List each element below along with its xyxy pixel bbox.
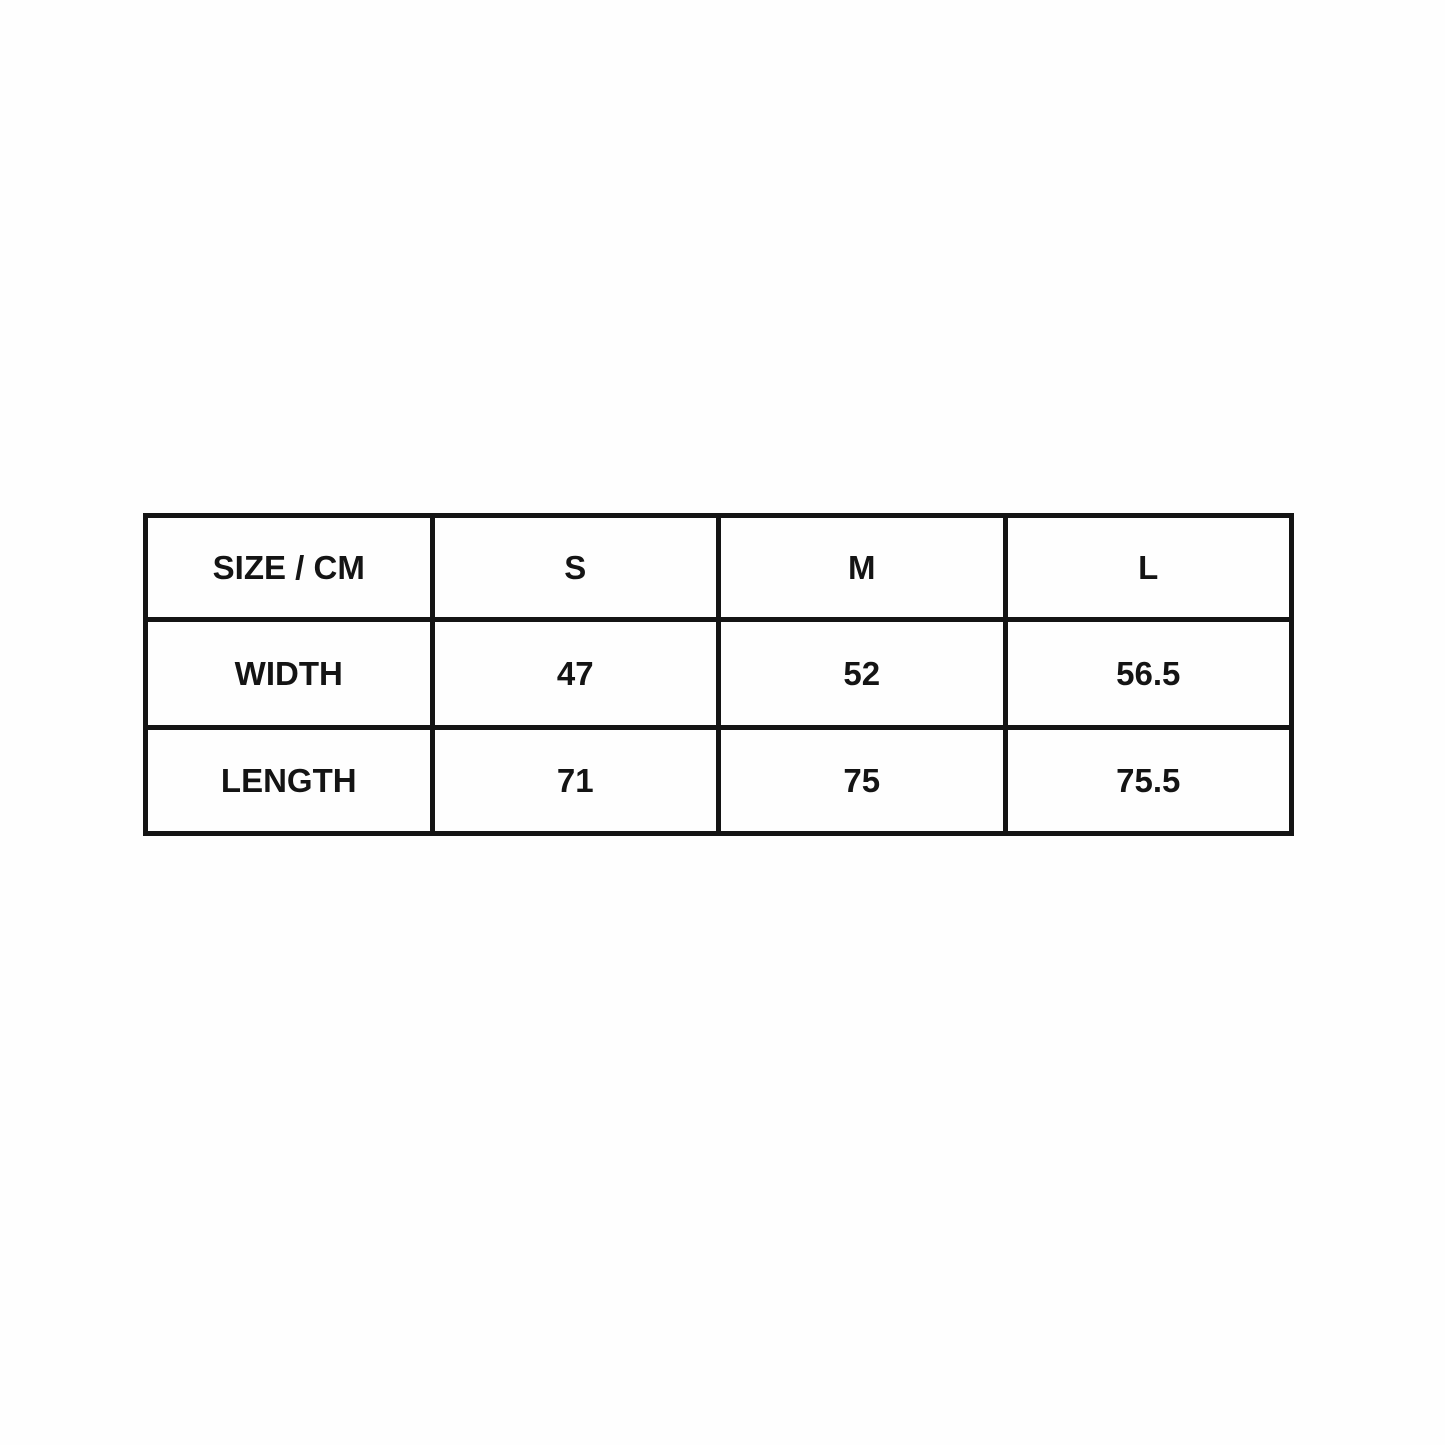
- table-header-row: SIZE / CM S M L: [143, 513, 1294, 622]
- table-cell: 56.5: [1002, 617, 1294, 730]
- table-cell: 71: [429, 725, 721, 836]
- table-row-length: LENGTH 71 75 75.5: [143, 725, 1294, 836]
- header-cell-m: M: [716, 513, 1008, 622]
- size-chart-table: SIZE / CM S M L WIDTH 47 52 56.5 LENGTH …: [143, 513, 1294, 836]
- header-cell-size-cm: SIZE / CM: [143, 513, 435, 622]
- table-cell: 52: [716, 617, 1008, 730]
- row-label-width: WIDTH: [143, 617, 435, 730]
- header-cell-l: L: [1002, 513, 1294, 622]
- table-cell: 47: [429, 617, 721, 730]
- header-cell-s: S: [429, 513, 721, 622]
- table-cell: 75: [716, 725, 1008, 836]
- row-label-length: LENGTH: [143, 725, 435, 836]
- table-row-width: WIDTH 47 52 56.5: [143, 617, 1294, 730]
- table-cell: 75.5: [1002, 725, 1294, 836]
